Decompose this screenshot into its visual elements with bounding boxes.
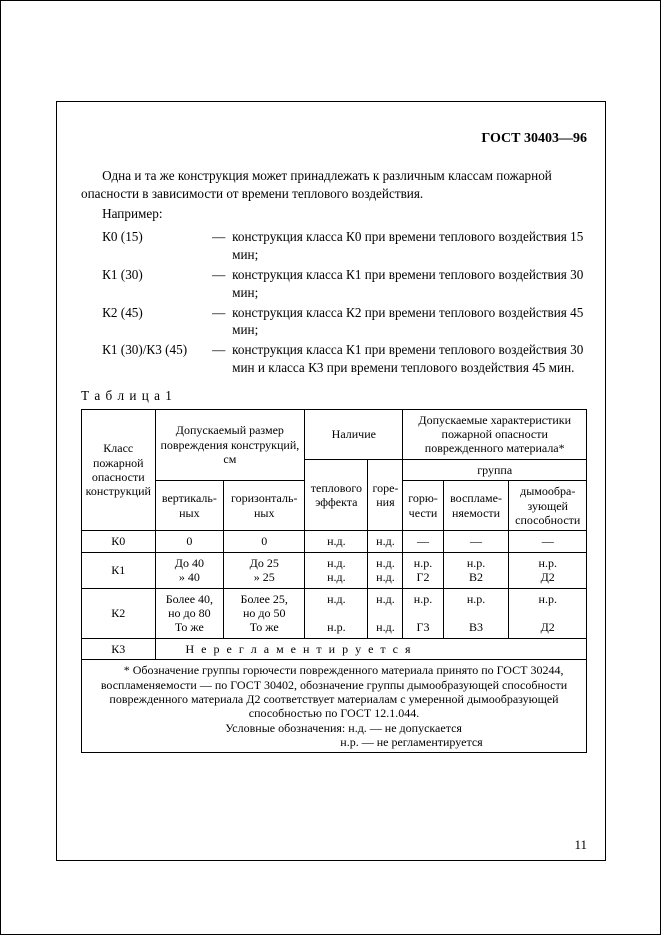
cell-smoke: — [509, 531, 587, 552]
example-code: К1 (30) [102, 266, 212, 302]
cell-smoke: н.р.Д2 [509, 552, 587, 588]
cell-class: К1 [82, 552, 156, 588]
dash-icon: — [212, 266, 232, 302]
example-text: конструкция класса К1 при времени теплов… [232, 341, 587, 377]
cell-vertical: 0 [155, 531, 224, 552]
table-row: К000н.д.н.д.——— [82, 531, 587, 552]
example-text: конструкция класса К1 при времени теплов… [232, 266, 587, 302]
table-caption: Т а б л и ц а 1 [81, 387, 587, 405]
intro-paragraph: Одна и та же конструкция может принадлеж… [81, 167, 587, 203]
example-label: Например: [81, 205, 587, 223]
cell-horizontal: До 25» 25 [224, 552, 305, 588]
examples-block: К0 (15)—конструкция класса К0 при времен… [81, 228, 587, 377]
cell-thermal: н.д.н.р. [305, 588, 368, 638]
dash-icon: — [212, 228, 232, 264]
cell-class: К2 [82, 588, 156, 638]
cell-k3-text: Н е р е г л а м е н т и р у е т с я [155, 638, 586, 659]
cell-ignitability: н.р.В3 [443, 588, 509, 638]
cell-thermal: н.д.н.д. [305, 552, 368, 588]
cell-burning: н.д.н.д. [368, 552, 403, 588]
cell-flammability: н.р.Г3 [403, 588, 443, 638]
hazard-class-table: Класс пожарной опасности конструк­ций До… [81, 409, 587, 754]
example-row: К0 (15)—конструкция класса К0 при времен… [81, 228, 587, 264]
example-code: К1 (30)/К3 (45) [102, 341, 212, 377]
th-burning: горе­ния [368, 459, 403, 531]
footnote-legend-a: Условные обозначения: н.д. — не допускае… [85, 721, 583, 735]
cell-smoke: н.р.Д2 [509, 588, 587, 638]
dash-icon: — [212, 341, 232, 377]
th-ignitability: воспламе­няемости [443, 481, 509, 531]
cell-burning: н.д. [368, 531, 403, 552]
table-footnote-row: * Обозначение группы горючести поврежден… [82, 660, 587, 753]
th-group: группа [403, 459, 587, 480]
footnote-cell: * Обозначение группы горючести поврежден… [82, 660, 587, 753]
cell-burning: н.д.н.д. [368, 588, 403, 638]
th-presence: Наличие [305, 409, 403, 459]
th-smoke: дымообра­зующей способнос­ти [509, 481, 587, 531]
cell-horizontal: Более 25,но до 50То же [224, 588, 305, 638]
cell-k3-label: К3 [82, 638, 156, 659]
cell-class: К0 [82, 531, 156, 552]
dash-icon: — [212, 304, 232, 340]
cell-flammability: — [403, 531, 443, 552]
th-chars: Допускаемые характеристи­ки пожарной опа… [403, 409, 587, 459]
th-damage: Допускаемый размер повреждения конструк­… [155, 409, 305, 481]
footnote-legend-b: н.р. — не регламентируется [85, 735, 583, 749]
cell-thermal: н.д. [305, 531, 368, 552]
cell-flammability: н.р.Г2 [403, 552, 443, 588]
cell-ignitability: н.р.В2 [443, 552, 509, 588]
table-row: К2Более 40,но до 80То жеБолее 25,но до 5… [82, 588, 587, 638]
page-number: 11 [574, 836, 587, 854]
cell-horizontal: 0 [224, 531, 305, 552]
example-code: К2 (45) [102, 304, 212, 340]
th-class: Класс пожарной опасности конструк­ций [82, 409, 156, 531]
document-code: ГОСТ 30403—96 [81, 130, 587, 149]
cell-ignitability: — [443, 531, 509, 552]
table-row: К1До 40» 40До 25» 25н.д.н.д.н.д.н.д.н.р.… [82, 552, 587, 588]
example-text: конструкция класса К2 при времени теплов… [232, 304, 587, 340]
th-flammability: горю­чести [403, 481, 443, 531]
example-row: К1 (30)—конструкция класса К1 при времен… [81, 266, 587, 302]
th-horizontal: горизонталь­ных [224, 481, 305, 531]
th-thermal: теплового эффекта [305, 459, 368, 531]
content-frame: ГОСТ 30403—96 Одна и та же конструкция м… [56, 101, 606, 861]
example-row: К2 (45)—конструкция класса К2 при времен… [81, 304, 587, 340]
page-frame: ГОСТ 30403—96 Одна и та же конструкция м… [0, 0, 661, 935]
cell-vertical: До 40» 40 [155, 552, 224, 588]
table-row-k3: К3 Н е р е г л а м е н т и р у е т с я [82, 638, 587, 659]
footnote-asterisk: * Обозначение группы горючести поврежден… [85, 663, 583, 721]
example-row: К1 (30)/К3 (45)—конструкция класса К1 пр… [81, 341, 587, 377]
example-text: конструкция класса К0 при времени теплов… [232, 228, 587, 264]
th-vertical: вертикаль­ных [155, 481, 224, 531]
example-code: К0 (15) [102, 228, 212, 264]
cell-vertical: Более 40,но до 80То же [155, 588, 224, 638]
